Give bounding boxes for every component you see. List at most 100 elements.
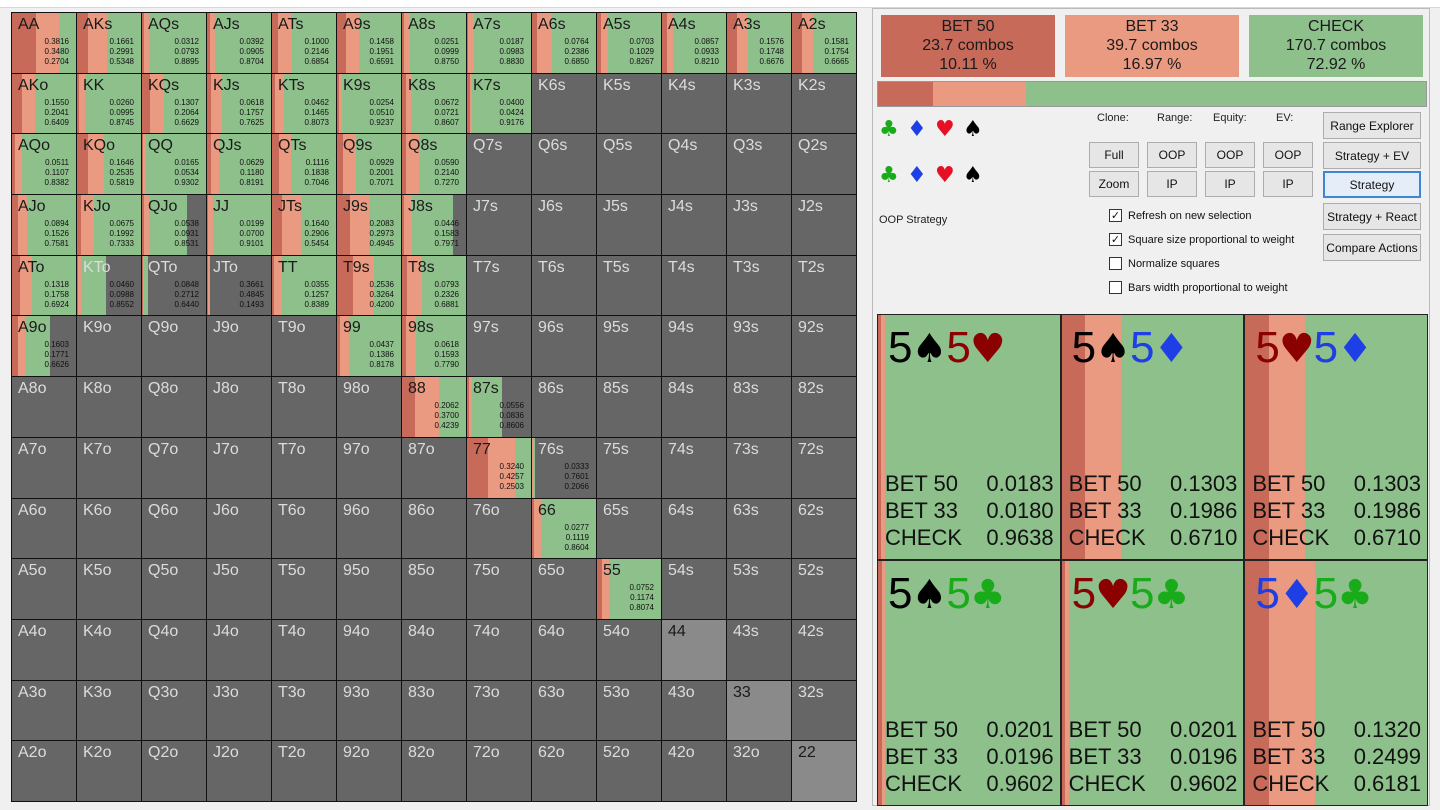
- hand-cell-98s[interactable]: 0.0618 0.1593 0.7790 98s: [402, 316, 466, 377]
- hand-cell-T9o[interactable]: T9o: [272, 316, 336, 377]
- hand-cell-94o[interactable]: 94o: [337, 619, 401, 680]
- combo-card-5♠5♥[interactable]: 5♠5♥ BET 50 0.0183 BET 33 0.0180 CHECK 0.9638: [878, 315, 1060, 559]
- hand-cell-QTs[interactable]: 0.1116 0.1838 0.7046 QTs: [272, 134, 336, 195]
- action-bet50[interactable]: BET 50 23.7 combos 10.11 %: [881, 15, 1055, 77]
- hand-cell-Q9s[interactable]: 0.0929 0.2001 0.7071 Q9s: [337, 134, 401, 195]
- hand-cell-A7o[interactable]: A7o: [12, 437, 76, 498]
- hand-cell-72o[interactable]: 72o: [467, 741, 531, 801]
- hand-cell-AKs[interactable]: 0.1661 0.2991 0.5348 AKs: [77, 13, 141, 73]
- hand-cell-T7s[interactable]: T7s: [467, 255, 531, 316]
- hand-cell-76o[interactable]: 76o: [467, 498, 531, 559]
- hand-cell-54s[interactable]: 54s: [662, 559, 726, 619]
- hand-cell-64o[interactable]: 64o: [532, 619, 596, 680]
- hand-cell-KJo[interactable]: 0.0675 0.1992 0.7333 KJo: [77, 195, 141, 255]
- hand-cell-J5s[interactable]: J5s: [597, 195, 661, 255]
- hand-cell-75s[interactable]: 75s: [597, 437, 661, 498]
- hand-cell-T5o[interactable]: T5o: [272, 559, 336, 619]
- hand-cell-Q4s[interactable]: Q4s: [662, 134, 726, 195]
- hand-cell-K5o[interactable]: K5o: [77, 559, 141, 619]
- hand-cell-T2o[interactable]: T2o: [272, 741, 336, 801]
- hand-cell-Q5o[interactable]: Q5o: [142, 559, 206, 619]
- strategy-button[interactable]: Strategy: [1323, 171, 1421, 198]
- spade-icon[interactable]: ♠: [963, 117, 983, 142]
- hand-cell-93o[interactable]: 93o: [337, 680, 401, 741]
- combo-card-5♠5♦[interactable]: 5♠5♦ BET 50 0.1303 BET 33 0.1986 CHECK 0.6710: [1061, 315, 1244, 559]
- hand-cell-JTo[interactable]: 0.3661 0.4845 0.1493 JTo: [207, 255, 271, 316]
- spade-icon[interactable]: ♠: [963, 163, 983, 188]
- hand-cell-44[interactable]: 44: [662, 619, 726, 680]
- diamond-icon[interactable]: ♦: [907, 117, 927, 142]
- hand-cell-83s[interactable]: 83s: [727, 377, 791, 437]
- hand-cell-A7s[interactable]: 0.0187 0.0983 0.8830 A7s: [467, 13, 531, 73]
- hand-cell-33[interactable]: 33: [727, 680, 791, 741]
- hand-cell-K7s[interactable]: 0.0400 0.0424 0.9176 K7s: [467, 73, 531, 134]
- club-icon[interactable]: ♣: [879, 163, 899, 188]
- hand-cell-K3o[interactable]: K3o: [77, 680, 141, 741]
- hand-cell-Q5s[interactable]: Q5s: [597, 134, 661, 195]
- hand-cell-Q7o[interactable]: Q7o: [142, 437, 206, 498]
- hand-cell-54o[interactable]: 54o: [597, 619, 661, 680]
- hand-cell-A4o[interactable]: A4o: [12, 619, 76, 680]
- hand-cell-76s[interactable]: 0.0333 0.7601 0.2066 76s: [532, 437, 596, 498]
- hand-cell-K6o[interactable]: K6o: [77, 498, 141, 559]
- hand-cell-A9o[interactable]: 0.1603 0.1771 0.6626 A9o: [12, 316, 76, 377]
- hand-cell-T4s[interactable]: T4s: [662, 255, 726, 316]
- hand-cell-AKo[interactable]: 0.1550 0.2041 0.6409 AKo: [12, 73, 76, 134]
- hand-cell-82o[interactable]: 82o: [402, 741, 466, 801]
- hand-cell-85s[interactable]: 85s: [597, 377, 661, 437]
- hand-cell-64s[interactable]: 64s: [662, 498, 726, 559]
- hand-cell-K5s[interactable]: K5s: [597, 73, 661, 134]
- hand-cell-ATo[interactable]: 0.1318 0.1758 0.6924 ATo: [12, 255, 76, 316]
- hand-cell-92s[interactable]: 92s: [792, 316, 856, 377]
- hand-cell-TT[interactable]: 0.0355 0.1257 0.8389 TT: [272, 255, 336, 316]
- hand-cell-AJo[interactable]: 0.0894 0.1526 0.7581 AJo: [12, 195, 76, 255]
- hand-cell-K7o[interactable]: K7o: [77, 437, 141, 498]
- hand-cell-85o[interactable]: 85o: [402, 559, 466, 619]
- combo-card-5♦5♣[interactable]: 5♦5♣ BET 50 0.1320 BET 33 0.2499 CHECK 0.6181: [1245, 561, 1427, 805]
- hand-cell-J3o[interactable]: J3o: [207, 680, 271, 741]
- hand-cell-A3s[interactable]: 0.1576 0.1748 0.6676 A3s: [727, 13, 791, 73]
- hand-cell-K2o[interactable]: K2o: [77, 741, 141, 801]
- equity-oop-button[interactable]: OOP: [1205, 142, 1255, 168]
- hand-cell-93s[interactable]: 93s: [727, 316, 791, 377]
- hand-cell-42s[interactable]: 42s: [792, 619, 856, 680]
- hand-cell-86s[interactable]: 86s: [532, 377, 596, 437]
- hand-cell-95o[interactable]: 95o: [337, 559, 401, 619]
- checkbox-box[interactable]: ✓: [1109, 233, 1122, 246]
- hand-cell-J7s[interactable]: J7s: [467, 195, 531, 255]
- hand-cell-J2s[interactable]: J2s: [792, 195, 856, 255]
- refresh-checkbox[interactable]: ✓ Refresh on new selection: [1109, 209, 1252, 222]
- hand-cell-99[interactable]: 0.0437 0.1386 0.8178 99: [337, 316, 401, 377]
- hand-cell-98o[interactable]: 98o: [337, 377, 401, 437]
- hand-cell-KQs[interactable]: 0.1307 0.2064 0.6629 KQs: [142, 73, 206, 134]
- hand-cell-A2o[interactable]: A2o: [12, 741, 76, 801]
- hand-cell-52s[interactable]: 52s: [792, 559, 856, 619]
- hand-cell-J8o[interactable]: J8o: [207, 377, 271, 437]
- hand-cell-J9s[interactable]: 0.2083 0.2973 0.4945 J9s: [337, 195, 401, 255]
- hand-cell-ATs[interactable]: 0.1000 0.2146 0.6854 ATs: [272, 13, 336, 73]
- hand-cell-84s[interactable]: 84s: [662, 377, 726, 437]
- hand-cell-J7o[interactable]: J7o: [207, 437, 271, 498]
- hand-cell-QTo[interactable]: 0.0848 0.2712 0.6440 QTo: [142, 255, 206, 316]
- hand-cell-65o[interactable]: 65o: [532, 559, 596, 619]
- hand-cell-65s[interactable]: 65s: [597, 498, 661, 559]
- hand-cell-42o[interactable]: 42o: [662, 741, 726, 801]
- hand-cell-J4s[interactable]: J4s: [662, 195, 726, 255]
- zoom-button[interactable]: Zoom: [1089, 171, 1139, 197]
- hand-cell-52o[interactable]: 52o: [597, 741, 661, 801]
- hand-cell-Q2s[interactable]: Q2s: [792, 134, 856, 195]
- checkbox-box[interactable]: [1109, 281, 1122, 294]
- hand-cell-A8o[interactable]: A8o: [12, 377, 76, 437]
- hand-cell-Q3o[interactable]: Q3o: [142, 680, 206, 741]
- hand-cell-T8o[interactable]: T8o: [272, 377, 336, 437]
- hand-cell-KQo[interactable]: 0.1646 0.2535 0.5819 KQo: [77, 134, 141, 195]
- full-button[interactable]: Full: [1089, 142, 1139, 168]
- strategy-ev-button[interactable]: Strategy + EV: [1323, 142, 1421, 169]
- hand-cell-K4o[interactable]: K4o: [77, 619, 141, 680]
- hand-cell-T5s[interactable]: T5s: [597, 255, 661, 316]
- hand-cell-Q8s[interactable]: 0.0590 0.2140 0.7270 Q8s: [402, 134, 466, 195]
- hand-cell-32s[interactable]: 32s: [792, 680, 856, 741]
- hand-cell-A3o[interactable]: A3o: [12, 680, 76, 741]
- hand-cell-53o[interactable]: 53o: [597, 680, 661, 741]
- hand-cell-A8s[interactable]: 0.0251 0.0999 0.8750 A8s: [402, 13, 466, 73]
